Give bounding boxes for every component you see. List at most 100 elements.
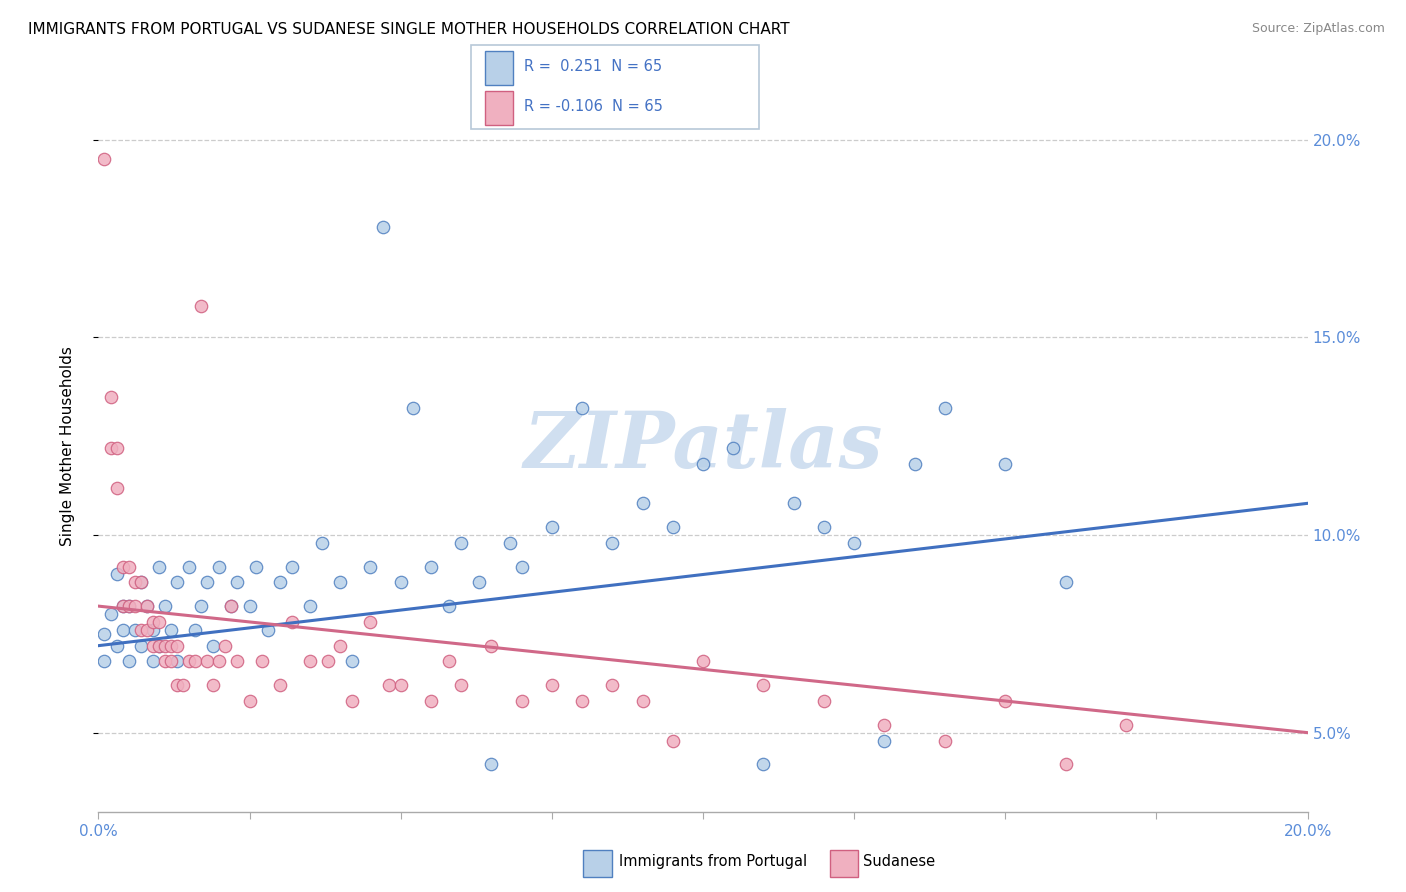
Point	[105, 441, 128, 455]
Point	[111, 599, 134, 614]
Point	[124, 575, 146, 590]
Point	[208, 655, 231, 669]
Point	[166, 655, 188, 669]
Point	[135, 599, 157, 614]
Point	[129, 623, 152, 637]
Point	[166, 575, 188, 590]
Point	[160, 655, 183, 669]
Point	[129, 639, 152, 653]
Point	[510, 559, 533, 574]
Point	[692, 655, 714, 669]
Point	[166, 639, 188, 653]
Point	[631, 694, 654, 708]
Point	[873, 717, 896, 731]
Point	[281, 615, 304, 629]
Point	[250, 655, 273, 669]
Point	[239, 694, 262, 708]
Point	[342, 694, 364, 708]
Point	[195, 575, 218, 590]
Point	[111, 599, 134, 614]
Point	[148, 639, 170, 653]
Point	[105, 567, 128, 582]
Point	[221, 599, 243, 614]
Point	[135, 599, 157, 614]
Point	[420, 694, 443, 708]
Text: Sudanese: Sudanese	[863, 855, 935, 869]
Point	[148, 639, 170, 653]
Point	[934, 733, 956, 747]
Point	[105, 639, 128, 653]
Point	[202, 678, 225, 692]
Point	[450, 536, 472, 550]
Point	[437, 655, 460, 669]
Point	[1054, 757, 1077, 772]
Point	[692, 457, 714, 471]
Point	[142, 623, 165, 637]
Point	[153, 639, 176, 653]
Point	[118, 655, 141, 669]
Point	[195, 655, 218, 669]
Point	[129, 575, 152, 590]
Point	[299, 655, 322, 669]
Point	[723, 441, 745, 455]
Point	[172, 678, 194, 692]
Text: Immigrants from Portugal: Immigrants from Portugal	[619, 855, 807, 869]
Text: R =  0.251  N = 65: R = 0.251 N = 65	[524, 59, 662, 74]
Point	[100, 607, 122, 621]
Point	[184, 655, 207, 669]
Point	[1054, 575, 1077, 590]
Point	[93, 655, 115, 669]
Point	[360, 559, 382, 574]
Point	[111, 559, 134, 574]
Point	[498, 536, 520, 550]
Point	[124, 623, 146, 637]
Text: R = -0.106  N = 65: R = -0.106 N = 65	[524, 99, 664, 114]
Point	[389, 678, 412, 692]
Point	[661, 733, 683, 747]
Point	[190, 599, 212, 614]
Point	[256, 623, 278, 637]
Point	[571, 401, 593, 416]
Point	[184, 623, 207, 637]
Point	[450, 678, 472, 692]
Point	[481, 639, 503, 653]
Point	[481, 757, 503, 772]
Point	[100, 441, 122, 455]
Point	[281, 559, 304, 574]
Point	[160, 639, 183, 653]
Point	[160, 623, 183, 637]
Y-axis label: Single Mother Households: Single Mother Households	[60, 346, 75, 546]
Point	[540, 520, 562, 534]
Point	[873, 733, 896, 747]
Point	[311, 536, 333, 550]
Point	[239, 599, 262, 614]
Point	[148, 615, 170, 629]
Point	[540, 678, 562, 692]
Point	[994, 694, 1017, 708]
Point	[329, 575, 352, 590]
Point	[135, 623, 157, 637]
Point	[118, 559, 141, 574]
Point	[179, 655, 201, 669]
Point	[142, 615, 165, 629]
Point	[844, 536, 866, 550]
Point	[994, 457, 1017, 471]
Point	[179, 559, 201, 574]
Point	[105, 481, 128, 495]
Point	[202, 639, 225, 653]
Point	[468, 575, 491, 590]
Point	[329, 639, 352, 653]
Point	[111, 623, 134, 637]
Point	[602, 678, 624, 692]
Text: IMMIGRANTS FROM PORTUGAL VS SUDANESE SINGLE MOTHER HOUSEHOLDS CORRELATION CHART: IMMIGRANTS FROM PORTUGAL VS SUDANESE SIN…	[28, 22, 790, 37]
Text: Source: ZipAtlas.com: Source: ZipAtlas.com	[1251, 22, 1385, 36]
Point	[316, 655, 339, 669]
Point	[166, 678, 188, 692]
Point	[934, 401, 956, 416]
Point	[148, 559, 170, 574]
Point	[226, 575, 249, 590]
Point	[602, 536, 624, 550]
Point	[153, 655, 176, 669]
Point	[420, 559, 443, 574]
Point	[783, 496, 806, 510]
